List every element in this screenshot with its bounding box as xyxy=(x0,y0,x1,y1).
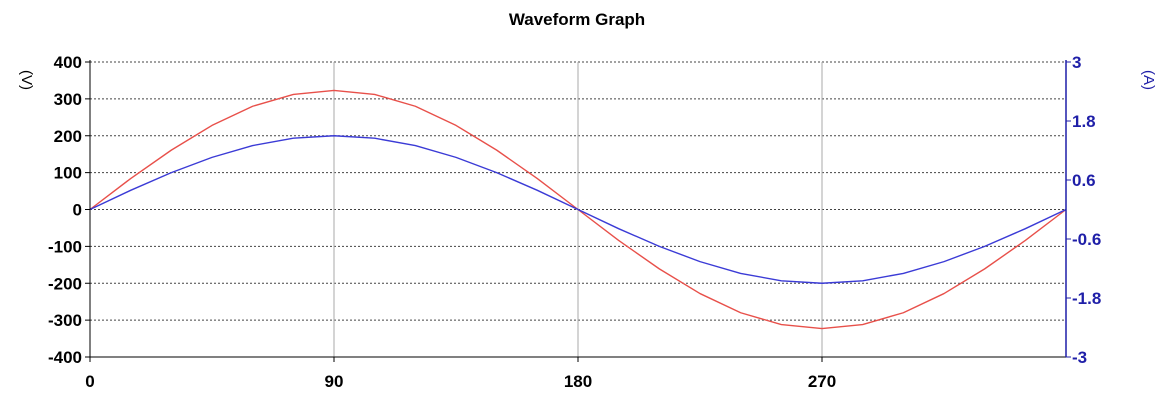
x-tick-label-1: 90 xyxy=(325,372,344,391)
axes xyxy=(85,60,1071,362)
right-tick-label-4: -1.8 xyxy=(1072,289,1101,308)
right-tick-label-1: 1.8 xyxy=(1072,112,1096,131)
left-tick-label-8: -400 xyxy=(48,348,82,367)
x-tick-label-0: 0 xyxy=(85,372,94,391)
right-tick-label-2: 0.6 xyxy=(1072,171,1096,190)
left-tick-label-3: 100 xyxy=(54,164,82,183)
right-tick-label-0: 3 xyxy=(1072,53,1081,72)
left-tick-label-6: -200 xyxy=(48,274,82,293)
left-tick-label-7: -300 xyxy=(48,311,82,330)
series-layer xyxy=(89,89,1067,330)
x-tick-label-3: 270 xyxy=(808,372,836,391)
left-tick-label-1: 300 xyxy=(54,90,82,109)
series-line-current xyxy=(89,135,1067,284)
left-axis-unit-label: (V) xyxy=(18,70,35,90)
left-tick-label-2: 200 xyxy=(54,127,82,146)
left-tick-label-4: 0 xyxy=(73,201,82,220)
x-tick-label-2: 180 xyxy=(564,372,592,391)
chart-title: Waveform Graph xyxy=(509,10,645,29)
right-tick-label-3: -0.6 xyxy=(1072,230,1101,249)
left-tick-label-5: -100 xyxy=(48,237,82,256)
left-tick-label-0: 400 xyxy=(54,53,82,72)
right-axis-unit-label: (A) xyxy=(1140,70,1157,90)
right-tick-label-5: -3 xyxy=(1072,348,1087,367)
